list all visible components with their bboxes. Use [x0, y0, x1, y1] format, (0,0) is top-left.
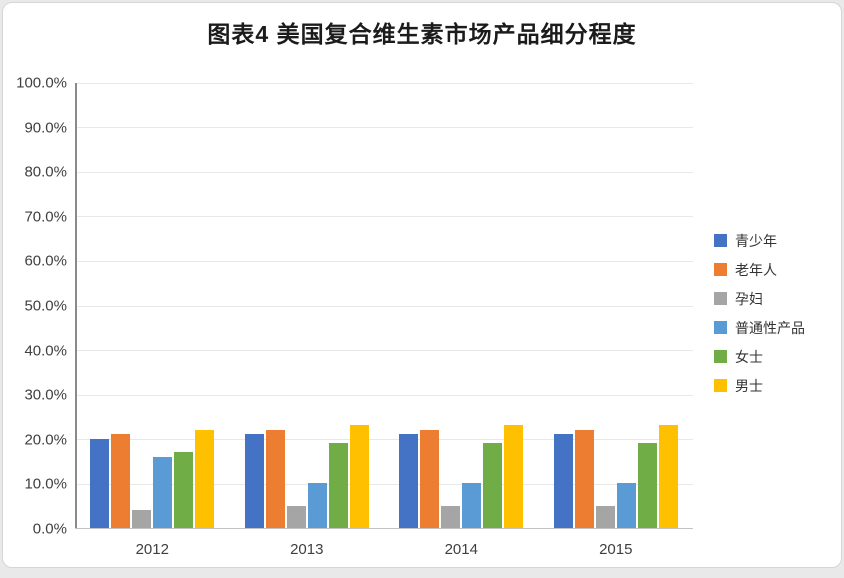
y-tick-label: 60.0%	[24, 252, 67, 270]
y-axis-labels: 0.0% 10.0% 20.0% 30.0% 40.0% 50.0% 60.0% 70.0% 8…	[3, 75, 67, 538]
x-category-label: 2015	[599, 541, 633, 558]
legend-item: 女士	[714, 348, 805, 365]
legend-item: 男士	[714, 377, 805, 394]
y-tick-label: 100.0%	[16, 74, 67, 92]
legend-label: 男士	[735, 377, 763, 394]
bar	[553, 434, 573, 528]
y-axis-line	[75, 83, 77, 529]
legend: 青少年老年人孕妇普通性产品女士男士	[714, 232, 805, 406]
legend-item: 青少年	[714, 232, 805, 249]
y-tick-label: 70.0%	[24, 208, 67, 226]
y-tick-label: 40.0%	[24, 342, 67, 360]
gridline	[77, 260, 693, 262]
legend-item: 老年人	[714, 261, 805, 278]
bar	[595, 505, 615, 528]
x-axis-labels: 2012 2013 2014 2015	[75, 541, 693, 563]
legend-label: 普通性产品	[735, 319, 805, 336]
y-tick-label: 30.0%	[24, 386, 67, 404]
plot-area	[75, 82, 693, 529]
y-tick-label: 20.0%	[24, 431, 67, 449]
legend-swatch-icon	[714, 350, 727, 363]
legend-label: 孕妇	[735, 290, 763, 307]
bar	[637, 443, 657, 528]
bar	[399, 434, 419, 528]
legend-item: 普通性产品	[714, 319, 805, 336]
legend-label: 女士	[735, 348, 763, 365]
x-category-label: 2012	[135, 541, 169, 558]
gridline	[77, 82, 693, 84]
gridline	[77, 394, 693, 396]
bar	[195, 429, 215, 528]
legend-label: 青少年	[735, 232, 777, 249]
bar	[658, 425, 678, 528]
y-tick-label: 90.0%	[24, 119, 67, 137]
bar	[90, 438, 110, 528]
legend-item: 孕妇	[714, 290, 805, 307]
gridline	[77, 171, 693, 173]
bar	[307, 483, 327, 528]
x-category-label: 2014	[444, 541, 478, 558]
y-tick-label: 10.0%	[24, 475, 67, 493]
bar	[483, 443, 503, 528]
legend-swatch-icon	[714, 379, 727, 392]
bar	[574, 429, 594, 528]
gridline	[77, 439, 693, 441]
y-tick-label: 80.0%	[24, 163, 67, 181]
chart-card: 图表4 美国复合维生素市场产品细分程度 0.0% 10.0% 20.0% 30.0% 4…	[2, 2, 842, 568]
bar	[286, 505, 306, 528]
gridline	[77, 350, 693, 352]
bar	[153, 456, 173, 528]
bar	[265, 429, 285, 528]
bar	[349, 425, 369, 528]
legend-swatch-icon	[714, 263, 727, 276]
bar	[616, 483, 636, 528]
bar	[111, 434, 131, 528]
legend-swatch-icon	[714, 234, 727, 247]
chart-title: 图表4 美国复合维生素市场产品细分程度	[207, 21, 637, 47]
gridline	[77, 127, 693, 129]
legend-label: 老年人	[735, 261, 777, 278]
gridline	[77, 216, 693, 218]
bar	[328, 443, 348, 528]
bar	[420, 429, 440, 528]
gridline	[77, 305, 693, 307]
x-axis-line	[75, 528, 693, 529]
bar	[132, 510, 152, 528]
bar	[462, 483, 482, 528]
x-category-label: 2013	[290, 541, 324, 558]
bar	[504, 425, 524, 528]
gridline	[77, 483, 693, 485]
legend-swatch-icon	[714, 321, 727, 334]
legend-swatch-icon	[714, 292, 727, 305]
y-tick-label: 0.0%	[32, 520, 67, 538]
bar	[441, 505, 461, 528]
bar	[244, 434, 264, 528]
bar	[174, 452, 194, 528]
y-tick-label: 50.0%	[24, 297, 67, 315]
